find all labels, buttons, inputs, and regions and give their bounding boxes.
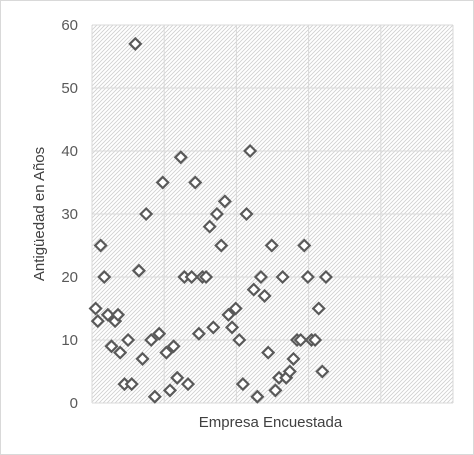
data-point: [104, 339, 119, 354]
data-point: [261, 345, 276, 360]
data-point: [286, 351, 301, 366]
data-point: [124, 377, 139, 392]
data-point: [100, 307, 115, 322]
data-point: [282, 364, 297, 379]
data-point: [235, 377, 250, 392]
data-point: [253, 269, 269, 285]
data-point: [152, 326, 167, 341]
data-point: [147, 389, 162, 404]
y-tick-label: 50: [61, 80, 78, 97]
data-point: [191, 326, 206, 341]
data-point: [159, 345, 174, 360]
data-point: [315, 364, 330, 379]
data-point: [144, 332, 159, 348]
y-tick-label: 20: [61, 269, 78, 286]
y-axis-label: Antigüedad en Años: [31, 147, 48, 281]
data-point: [170, 370, 185, 385]
data-point: [209, 206, 224, 222]
y-tick-labels: 0 10 20 30 40 50 60: [61, 17, 78, 412]
data-point: [90, 314, 105, 329]
data-point: [293, 332, 308, 348]
data-point: [131, 263, 146, 278]
data-point: [135, 351, 150, 366]
data-point: [311, 301, 326, 316]
data-point: [232, 332, 247, 348]
y-tick-label: 40: [61, 143, 78, 160]
data-point: [268, 383, 283, 398]
data-point: [257, 288, 272, 303]
data-point: [275, 269, 290, 285]
data-point: [239, 206, 254, 222]
data-point: [243, 143, 258, 159]
data-point: [173, 150, 188, 165]
data-point: [228, 301, 243, 316]
x-axis-label: Empresa Encuestada: [199, 414, 343, 431]
data-point: [246, 282, 261, 297]
data-point: [88, 301, 103, 316]
data-point: [110, 307, 126, 322]
data-point: [155, 175, 170, 190]
data-point: [308, 332, 323, 348]
data-point: [300, 269, 315, 285]
data-point: [121, 332, 136, 348]
y-tick-label: 30: [61, 206, 78, 223]
y-tick-label: 0: [70, 395, 78, 412]
data-point: [264, 238, 279, 253]
data-point: [199, 269, 214, 285]
data-point: [166, 339, 181, 354]
data-point: [221, 307, 236, 322]
data-point: [97, 269, 112, 285]
data-point: [217, 194, 232, 209]
data-point: [93, 238, 108, 253]
data-point: [180, 377, 196, 392]
data-points: [88, 36, 333, 404]
y-tick-label: 10: [61, 332, 78, 349]
data-point: [162, 383, 178, 398]
y-tick-label: 60: [61, 17, 78, 34]
data-point: [184, 269, 199, 285]
data-point: [214, 238, 229, 253]
data-point: [250, 389, 265, 404]
data-point: [206, 320, 221, 335]
data-point: [318, 269, 333, 285]
data-point: [297, 238, 312, 253]
data-point: [202, 219, 217, 234]
data-point: [113, 345, 128, 360]
data-point: [225, 320, 240, 335]
data-point: [188, 175, 203, 190]
data-point: [139, 206, 154, 222]
data-point: [128, 36, 143, 51]
